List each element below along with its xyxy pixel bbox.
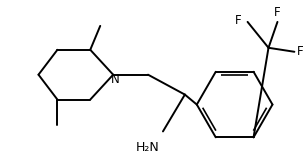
Text: F: F <box>296 45 303 58</box>
Text: F: F <box>274 6 281 19</box>
Text: N: N <box>111 73 120 86</box>
Text: H₂N: H₂N <box>136 141 160 154</box>
Text: F: F <box>235 14 242 27</box>
